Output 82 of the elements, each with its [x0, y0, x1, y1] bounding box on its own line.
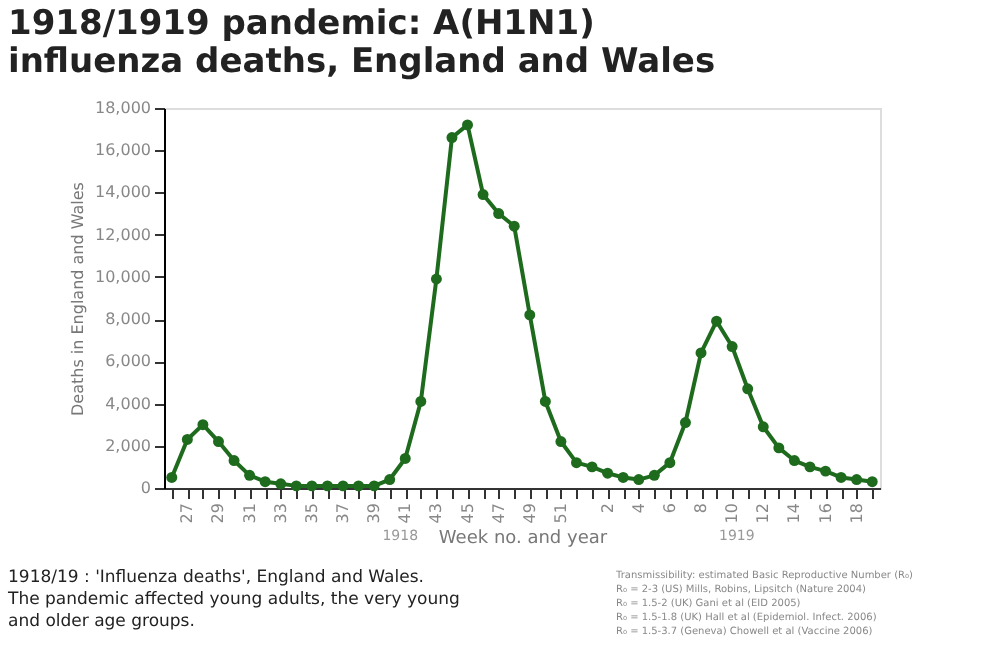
- point: [835, 471, 847, 483]
- x-tick-label: 33: [271, 503, 290, 524]
- point: [866, 476, 878, 488]
- point: [695, 347, 707, 359]
- chart-title: 1918/1919 pandemic: A(H1N1) influenza deaths, England and Wales: [8, 4, 716, 82]
- y-tick-label: 14,000: [95, 183, 151, 202]
- point: [197, 419, 209, 431]
- point: [788, 455, 800, 467]
- y-tick-label: 0: [140, 479, 151, 497]
- point: [742, 383, 754, 395]
- x-tick-label: 2: [598, 503, 617, 514]
- point: [244, 469, 256, 481]
- point: [602, 467, 614, 479]
- point: [181, 433, 193, 445]
- point: [664, 457, 676, 469]
- y-tick-label: 4,000: [105, 394, 151, 413]
- point: [321, 480, 333, 492]
- point: [477, 189, 489, 201]
- point: [415, 395, 427, 407]
- y-tick-label: 18,000: [95, 99, 151, 117]
- point: [555, 436, 567, 448]
- x-tick-label: 45: [458, 503, 477, 524]
- x-tick-label: 10: [723, 503, 742, 524]
- y-tick-label: 2,000: [105, 436, 151, 455]
- point: [508, 220, 520, 232]
- x-tick-label: 27: [178, 503, 197, 524]
- point: [617, 471, 629, 483]
- text: 1918/19 : 'Influenza deaths', England and Wales. The pandemic affected young adults, the very young and older age groups.: [6, 568, 460, 632]
- y-tick-label: 12,000: [95, 225, 151, 244]
- x-tick-label: 37: [334, 503, 352, 524]
- x-tick-label: 16: [816, 503, 835, 524]
- point: [430, 273, 442, 285]
- x-axis-title: Week no. and year: [438, 529, 608, 550]
- point: [571, 457, 582, 469]
- point: [306, 480, 318, 492]
- y-tick-label: 6,000: [105, 352, 151, 371]
- y-tick-label: 16,000: [95, 141, 151, 160]
- point: [820, 465, 831, 477]
- y-tick-label: 8,000: [105, 310, 151, 329]
- point: [851, 474, 863, 486]
- point: [353, 480, 365, 492]
- point: [337, 480, 349, 492]
- point: [757, 421, 769, 433]
- point: [633, 474, 645, 486]
- point: [368, 480, 380, 492]
- point: [773, 442, 785, 454]
- point: [399, 452, 411, 464]
- point: [275, 478, 287, 490]
- y-axis-title: Deaths in England and Wales: [69, 182, 88, 416]
- x-tick-label: 14: [785, 503, 804, 524]
- y-tick-label: 10,000: [95, 267, 151, 286]
- x-tick-label: 8: [692, 503, 710, 514]
- point: [462, 119, 473, 131]
- x-tick-label: 39: [365, 503, 384, 524]
- x-tick-label: 6: [660, 503, 679, 514]
- point: [586, 461, 598, 473]
- x-tick-label: 18: [847, 503, 866, 524]
- x-tick-label: 35: [302, 503, 321, 524]
- point: [711, 315, 723, 327]
- point: [804, 461, 816, 473]
- point: [493, 208, 505, 220]
- point: [166, 471, 178, 483]
- point: [384, 474, 396, 486]
- point: [290, 480, 302, 492]
- x-tick-label: 12: [754, 503, 773, 524]
- x-tick-label: 47: [489, 503, 508, 524]
- point: [679, 417, 691, 429]
- point: [446, 132, 458, 144]
- x-tick-label: 49: [520, 503, 539, 524]
- x-tick-label: 43: [427, 503, 446, 524]
- point: [648, 469, 660, 481]
- point: [539, 395, 551, 407]
- x-tick-label: 41: [396, 503, 415, 524]
- point: [213, 436, 224, 448]
- x-tick-label: 4: [629, 503, 648, 514]
- point: [524, 309, 536, 321]
- x-tick-label: 29: [209, 503, 228, 524]
- x-tick-label: 31: [240, 503, 259, 524]
- point: [228, 455, 240, 467]
- x-tick-label: 51: [551, 503, 570, 524]
- point: [726, 341, 738, 353]
- point: [259, 476, 271, 488]
